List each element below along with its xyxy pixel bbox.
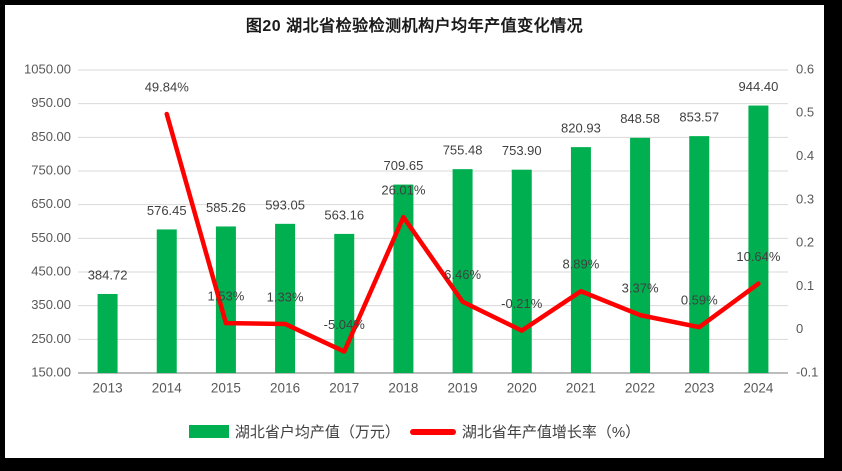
line-value-label: 1.53% (207, 289, 244, 304)
line-value-label: 8.89% (562, 257, 599, 272)
y-right-tick-label: -0.1 (796, 364, 818, 379)
bar-value-label: 384.72 (88, 267, 128, 282)
line-value-label: 1.33% (267, 289, 304, 304)
y-left-tick-label: 850.00 (31, 129, 71, 144)
bar-series-label: 湖北省户均产值（万元） (234, 424, 400, 441)
x-tick-label: 2024 (743, 381, 774, 396)
y-right-tick-label: 0 (796, 321, 803, 336)
bar-value-label: 585.26 (206, 200, 246, 215)
y-left-tick-label: 550.00 (31, 230, 71, 245)
bar-2015 (215, 226, 236, 373)
bar-value-label: 753.90 (502, 143, 542, 158)
line-value-label: 0.59% (681, 293, 718, 308)
bar-2022 (630, 137, 651, 373)
y-left-tick-label: 250.00 (31, 331, 71, 346)
chart-frame: 图20 湖北省检验检测机构户均年产值变化情况 1050.00 950.00 850.… (5, 5, 824, 458)
line-value-label: 10.64% (736, 249, 781, 264)
bar-2016 (275, 223, 296, 373)
y-right-tick-label: 0.2 (796, 235, 814, 250)
y-right-tick-label: 0.5 (796, 105, 814, 120)
line-value-label: -0.21% (501, 296, 543, 311)
x-tick-label: 2019 (448, 381, 478, 396)
y-left-tick-label: 750.00 (31, 162, 71, 177)
x-tick-label: 2015 (211, 381, 241, 396)
y-right-tick-label: 0.1 (796, 278, 814, 293)
bar-value-label: 848.58 (620, 111, 660, 126)
x-tick-label: 2023 (684, 381, 714, 396)
bar-2021 (570, 147, 591, 373)
x-tick-label: 2013 (93, 381, 123, 396)
y-left-tick-label: 350.00 (31, 297, 71, 312)
bar-2019 (452, 169, 473, 373)
line-value-label: 3.37% (622, 281, 659, 296)
bar-2020 (511, 169, 532, 373)
bar-2024 (748, 105, 769, 373)
y-right-tick-label: 0.4 (796, 148, 814, 163)
bar-value-label: 944.40 (739, 79, 779, 94)
line-series-swatch-icon (409, 428, 456, 435)
y-left-tick-label: 1050.00 (24, 61, 71, 76)
bar-2018 (393, 184, 414, 373)
bar-value-label: 563.16 (324, 207, 364, 222)
y-right-tick-label: 0.6 (796, 61, 814, 76)
legend: 湖北省户均产值（万元） 湖北省年产值增长率（%） (5, 421, 824, 442)
legend-item-bar-series: 湖北省户均产值（万元） (188, 421, 400, 442)
legend-item-line-series: 湖北省年产值增长率（%） (409, 421, 641, 442)
x-tick-label: 2021 (566, 381, 596, 396)
bar-value-label: 709.65 (384, 158, 424, 173)
y-left-tick-label: 450.00 (31, 263, 71, 278)
combo-chart: 1050.00 950.00 850.00 750.00 650.00 550.00 450… (24, 61, 818, 396)
line-value-label: 49.84% (145, 79, 190, 94)
y-left-tick-label: 650.00 (31, 196, 71, 211)
bar-value-label: 853.57 (679, 110, 719, 125)
y-left-tick-label: 150.00 (31, 364, 71, 379)
chart-title: 图20 湖北省检验检测机构户均年产值变化情况 (245, 18, 584, 35)
bar-2023 (689, 136, 710, 373)
line-value-label: -5.04% (324, 317, 366, 332)
bar-2013 (97, 293, 118, 373)
bar-value-label: 576.45 (147, 203, 187, 218)
y-left-tick-label: 950.00 (31, 95, 71, 110)
bar-series-swatch-icon (188, 425, 229, 438)
y-right-tick-label: 0.3 (796, 191, 814, 206)
line-value-label: 26.01% (381, 183, 426, 198)
bar-value-label: 593.05 (265, 197, 305, 212)
line-value-label: 6.46% (444, 267, 481, 282)
x-tick-label: 2014 (152, 381, 183, 396)
x-tick-label: 2016 (270, 381, 300, 396)
growth-rate-line (164, 111, 761, 354)
bar-2014 (156, 229, 177, 373)
x-tick-label: 2017 (329, 381, 359, 396)
line-series-label: 湖北省年产值增长率（%） (461, 424, 641, 441)
bar-value-label: 820.93 (561, 121, 601, 136)
x-tick-label: 2022 (625, 381, 655, 396)
x-tick-label: 2020 (507, 381, 537, 396)
x-tick-label: 2018 (388, 381, 418, 396)
bar-value-label: 755.48 (443, 143, 483, 158)
